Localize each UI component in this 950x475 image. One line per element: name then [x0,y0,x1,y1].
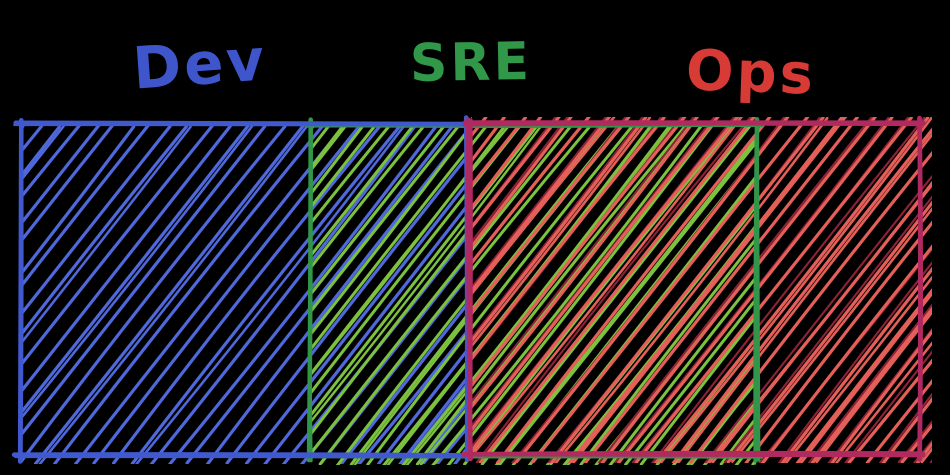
label-ops: Ops [684,38,818,108]
hatch-ops [471,117,932,463]
label-dev: Dev [130,25,270,103]
border-ops [461,115,926,462]
label-sre: SRE [409,31,533,95]
